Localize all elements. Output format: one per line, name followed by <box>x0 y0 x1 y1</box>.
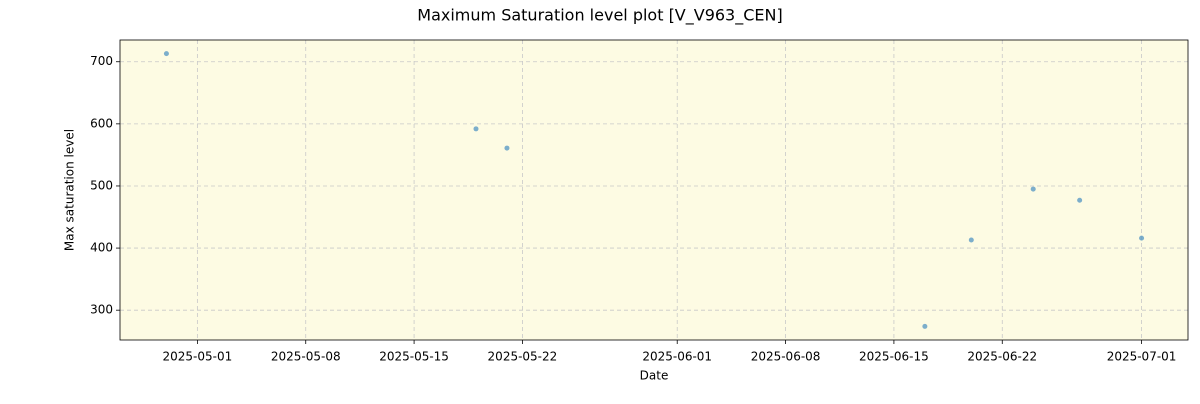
x-tick-label: 2025-05-01 <box>163 350 233 364</box>
point <box>968 237 974 243</box>
point <box>504 145 510 151</box>
y-tick-label: 500 <box>90 178 113 192</box>
point <box>163 51 169 57</box>
x-tick-label: 2025-06-08 <box>751 350 821 364</box>
y-axis-label: Max saturation level <box>63 129 77 251</box>
chart-title: Maximum Saturation level plot [V_V963_CE… <box>417 6 782 26</box>
y-tick-label: 300 <box>90 303 113 317</box>
point <box>1139 235 1145 241</box>
y-tick-label: 400 <box>90 241 113 255</box>
x-tick-label: 2025-05-15 <box>379 350 449 364</box>
x-axis-label: Date <box>640 369 669 383</box>
x-tick-label: 2025-05-22 <box>488 350 558 364</box>
plot-frame <box>119 39 1189 341</box>
point <box>922 323 928 329</box>
x-tick-label: 2025-06-01 <box>642 350 712 364</box>
plot-area <box>120 40 1188 340</box>
y-tick-label: 600 <box>90 116 113 130</box>
point <box>1077 197 1083 203</box>
x-tick-label: 2025-06-15 <box>859 350 929 364</box>
point <box>1030 186 1036 192</box>
x-tick-label: 2025-07-01 <box>1107 350 1177 364</box>
point <box>473 126 479 132</box>
y-tick-label: 700 <box>90 54 113 68</box>
x-tick-label: 2025-05-08 <box>271 350 341 364</box>
x-tick-label: 2025-06-22 <box>967 350 1037 364</box>
